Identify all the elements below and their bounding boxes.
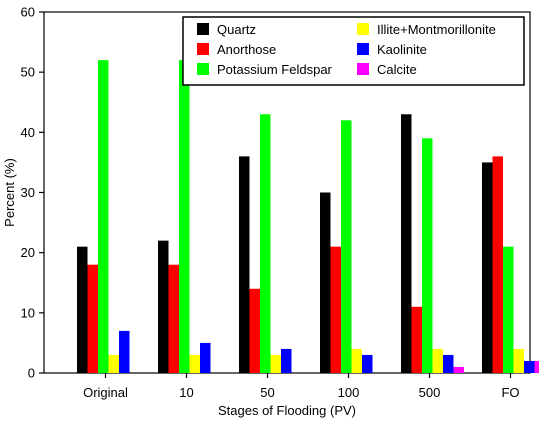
bar-anorthose-fo: [492, 156, 503, 373]
y-tick-label: 60: [21, 5, 35, 20]
bar-anorthose-original: [87, 264, 98, 373]
bar-kaolinite-10: [200, 342, 211, 373]
legend-label: Quartz: [217, 22, 256, 37]
bar-illite-montmorillonite-10: [189, 354, 200, 373]
x-axis-title: Stages of Flooding (PV): [218, 403, 356, 418]
bar-kaolinite-original: [119, 330, 130, 373]
legend-swatch: [357, 23, 369, 35]
bar-kaolinite-100: [362, 354, 373, 373]
legend: Quartz Anorthose Potassium Feldspar Illite+…: [182, 16, 525, 86]
y-axis-ticks: 0 10 20 30 40 50 60: [21, 5, 44, 381]
bar-quartz-fo: [482, 162, 493, 373]
legend-box: [182, 16, 525, 86]
bars-group: [77, 60, 539, 374]
bar-potassium-feldspar-original: [98, 60, 109, 374]
bar-potassium-feldspar-100: [341, 120, 352, 373]
x-tick-label: 100: [338, 385, 360, 400]
legend-swatch: [197, 23, 209, 35]
bar-kaolinite-fo: [524, 360, 535, 373]
bar-anorthose-10: [168, 264, 179, 373]
legend-label: Calcite: [377, 62, 417, 77]
bar-calcite-fo: [534, 360, 539, 373]
bar-illite-montmorillonite-500: [432, 348, 443, 373]
bar-potassium-feldspar-10: [179, 60, 190, 374]
y-tick-label: 50: [21, 65, 35, 80]
x-tick-label: 50: [260, 385, 274, 400]
bar-potassium-feldspar-500: [422, 138, 433, 373]
bar-anorthose-50: [249, 288, 260, 373]
x-tick-label: 10: [179, 385, 193, 400]
bar-quartz-50: [239, 156, 250, 373]
x-axis-ticks: Original 10 50 100 500 FO: [83, 373, 520, 400]
y-tick-label: 10: [21, 305, 35, 320]
bar-kaolinite-500: [443, 354, 454, 373]
bar-illite-montmorillonite-original: [108, 354, 119, 373]
legend-label: Illite+Montmorillonite: [377, 22, 496, 37]
y-tick-label: 20: [21, 245, 35, 260]
legend-label: Potassium Feldspar: [217, 62, 333, 77]
bar-potassium-feldspar-50: [260, 114, 271, 374]
x-tick-label: Original: [83, 385, 128, 400]
bar-quartz-100: [320, 192, 331, 373]
legend-swatch: [357, 63, 369, 75]
bar-quartz-original: [77, 246, 88, 373]
bar-anorthose-500: [411, 306, 422, 373]
legend-label: Kaolinite: [377, 42, 427, 57]
bar-kaolinite-50: [281, 348, 292, 373]
legend-swatch: [197, 43, 209, 55]
bar-illite-montmorillonite-fo: [513, 348, 524, 373]
bar-calcite-500: [453, 366, 464, 373]
legend-label: Anorthose: [217, 42, 276, 57]
y-tick-label: 30: [21, 185, 35, 200]
x-tick-label: FO: [501, 385, 519, 400]
bar-illite-montmorillonite-100: [351, 348, 362, 373]
bar-anorthose-100: [330, 246, 341, 373]
bar-quartz-500: [401, 114, 412, 374]
y-axis-title: Percent (%): [2, 158, 17, 227]
bar-illite-montmorillonite-50: [270, 354, 281, 373]
legend-swatch: [197, 63, 209, 75]
plot-area: 0 10 20 30 40 50 60 Original 10 50 100 500 FO: [21, 5, 539, 400]
bar-quartz-10: [158, 240, 169, 373]
y-tick-label: 40: [21, 125, 35, 140]
legend-swatch: [357, 43, 369, 55]
y-tick-label: 0: [28, 366, 35, 381]
x-tick-label: 500: [419, 385, 441, 400]
bar-potassium-feldspar-fo: [503, 246, 514, 373]
